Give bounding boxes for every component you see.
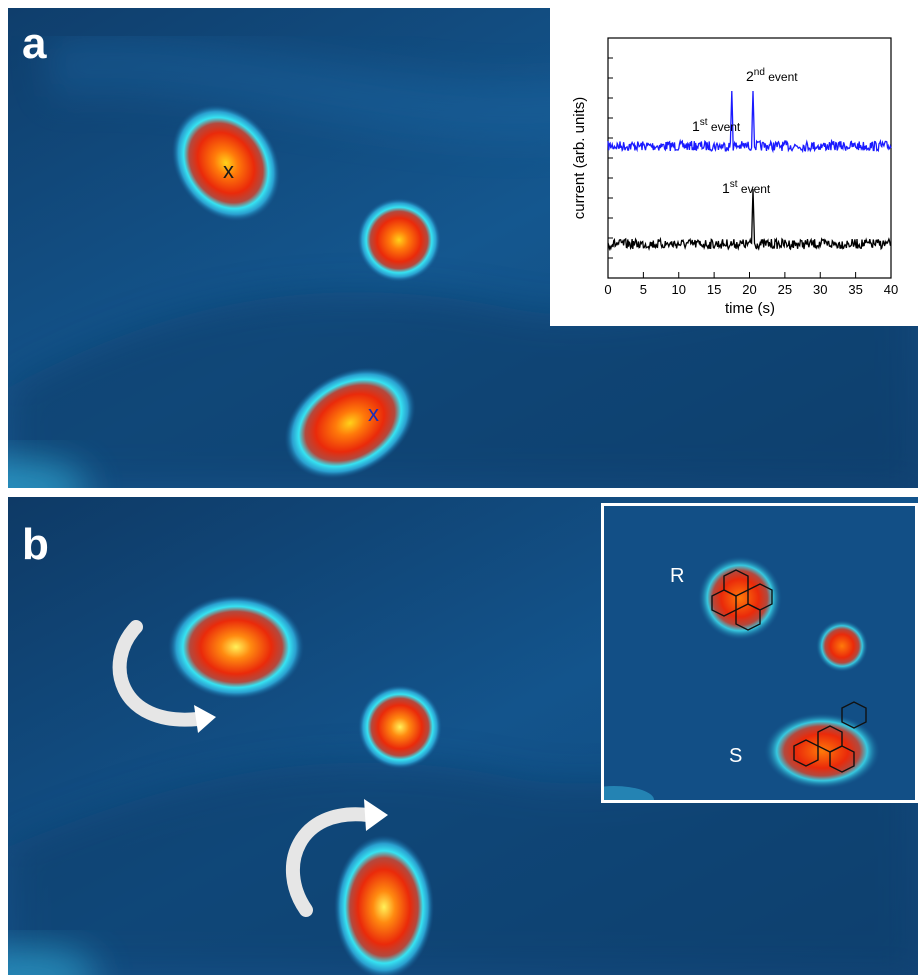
molecule-small: [816, 620, 868, 672]
current-time-plot: 0 5 10 15 20 25 30 35 40 1st event 2nd event 1st…: [550, 8, 921, 326]
x-tick-label-30: 30: [813, 282, 827, 297]
x-axis-label: time (s): [725, 300, 775, 317]
rotation-arrow-lower: [285, 799, 388, 917]
rotation-arrow-upper: [112, 620, 216, 733]
molecule-upper-left: [171, 104, 281, 222]
molecule-r: [698, 556, 782, 640]
annotation-blue-second-event: 2nd event: [746, 67, 798, 84]
annotation-blue-first-event: 1st event: [692, 117, 741, 134]
chirality-label-r: R: [670, 565, 685, 587]
y-axis-label: current (arb. units): [571, 97, 588, 220]
chirality-label-s: S: [729, 745, 743, 767]
x-tick-label-10: 10: [672, 282, 686, 297]
x-ticks: [607, 37, 892, 279]
tip-position-mark-1: x: [223, 158, 234, 183]
plot-svg: 0 5 10 15 20 25 30 35 40 1st event 2nd event 1st…: [571, 37, 898, 317]
x-tick-label-15: 15: [707, 282, 721, 297]
x-tick-label-0: 0: [604, 282, 611, 297]
x-tick-label-40: 40: [884, 282, 898, 297]
molecule-center-b: [358, 685, 442, 769]
molecule-upper-left-b: [168, 595, 304, 699]
molecule-lower-b: [334, 835, 434, 975]
x-tick-labels: 0 5 10 15 20 25 30 35 40: [604, 282, 898, 297]
molecular-structure-r: [711, 569, 773, 631]
inset-stm-image: [604, 506, 915, 800]
molecule-center: [357, 198, 441, 282]
molecule-model-inset: R S: [601, 503, 918, 803]
panel-label-a: a: [22, 19, 47, 68]
blue-current-trace: [607, 90, 892, 154]
molecular-structure-s: [793, 701, 867, 773]
black-current-trace: [607, 188, 892, 252]
x-tick-label-35: 35: [848, 282, 862, 297]
molecule-s: [764, 713, 880, 789]
molecule-lower: [284, 367, 416, 479]
panel-label-b: b: [22, 520, 49, 569]
tip-position-mark-2: x: [368, 401, 379, 426]
annotation-black-first-event: 1st event: [722, 179, 771, 196]
x-tick-label-20: 20: [742, 282, 756, 297]
x-tick-label-5: 5: [640, 282, 647, 297]
x-tick-label-25: 25: [778, 282, 792, 297]
